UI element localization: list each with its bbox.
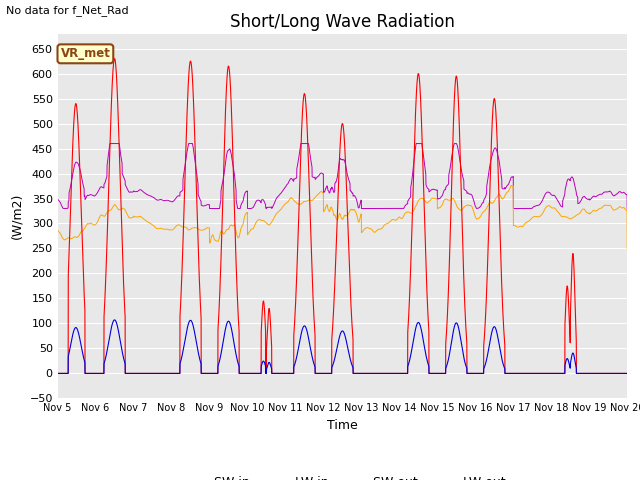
LW out: [54, 196, 61, 202]
LW in: [439, 201, 447, 207]
LW in: [54, 228, 61, 233]
SW in: [111, 56, 118, 61]
SW out: [623, 371, 630, 376]
SW out: [470, 371, 478, 376]
Line: LW out: LW out: [58, 144, 627, 208]
SW in: [502, 371, 510, 376]
Line: SW out: SW out: [58, 320, 627, 373]
SW in: [439, 371, 447, 376]
SW in: [156, 371, 164, 376]
SW out: [502, 371, 510, 376]
LW out: [60, 205, 67, 211]
SW out: [156, 371, 164, 376]
SW in: [470, 371, 478, 376]
LW in: [470, 210, 478, 216]
Text: VR_met: VR_met: [60, 48, 110, 60]
LW in: [508, 182, 515, 188]
SW in: [623, 371, 631, 376]
X-axis label: Time: Time: [327, 419, 358, 432]
SW out: [321, 371, 329, 376]
SW in: [54, 371, 61, 376]
Y-axis label: (W/m2): (W/m2): [11, 193, 24, 239]
SW out: [111, 317, 118, 323]
LW out: [322, 186, 330, 192]
LW out: [156, 196, 164, 202]
SW out: [623, 371, 631, 376]
Legend: SW in, LW in, SW out, LW out: SW in, LW in, SW out, LW out: [174, 471, 511, 480]
LW out: [503, 183, 511, 189]
SW in: [321, 371, 329, 376]
Title: Short/Long Wave Radiation: Short/Long Wave Radiation: [230, 12, 455, 31]
SW out: [439, 371, 447, 376]
LW out: [106, 141, 114, 146]
Text: No data for f_Net_Rad: No data for f_Net_Rad: [6, 5, 129, 16]
Line: LW in: LW in: [58, 185, 627, 249]
LW out: [623, 205, 631, 211]
SW in: [623, 371, 630, 376]
LW out: [623, 192, 630, 197]
LW in: [623, 207, 630, 213]
LW in: [156, 226, 164, 231]
SW out: [54, 371, 61, 376]
LW out: [470, 200, 478, 206]
LW in: [321, 205, 329, 211]
Line: SW in: SW in: [58, 59, 627, 373]
LW out: [439, 191, 447, 197]
LW in: [502, 191, 510, 196]
LW in: [623, 246, 631, 252]
